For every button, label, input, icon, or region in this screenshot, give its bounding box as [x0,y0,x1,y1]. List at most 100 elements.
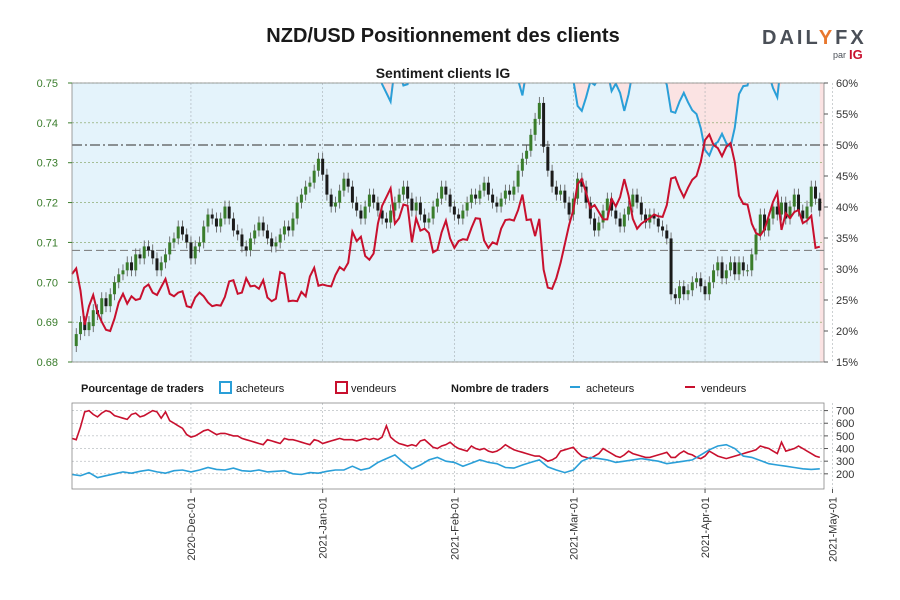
candle-body [261,222,265,231]
candle-body [282,226,286,235]
candle-body [593,218,597,231]
candle-body [414,202,418,211]
candle-body [588,202,592,219]
candle-body [291,218,295,231]
candle-body [754,234,758,255]
candle-body [372,194,376,203]
candle-body [508,190,512,195]
candle-body [308,182,312,187]
candle-body [172,238,176,243]
logo-text-fx: FX [835,27,867,49]
candle-body [367,194,371,207]
candle-body [567,202,571,215]
candle-body [767,218,771,231]
candle-body [104,298,108,307]
candle-body [91,310,95,327]
candle-body [750,254,754,271]
candle-body [771,206,775,219]
candle-body [159,262,163,271]
price-tick-label: 0.70 [37,277,58,289]
candle-body [316,158,320,171]
pct-tick-label: 35% [836,233,858,245]
dailyfx-logo: DAILYFX par IG [762,27,867,62]
buyers-count-line [71,443,820,479]
candle-body [163,254,167,263]
candle-body [299,194,303,203]
candle-body [597,222,601,231]
candle-body [529,134,533,151]
candle-body [788,206,792,219]
candle-body [176,226,180,239]
candle-body [248,238,252,251]
candle-body [342,178,346,191]
candle-body [100,298,104,315]
candle-body [533,118,537,135]
candle-body [695,278,699,283]
count-tick-label: 500 [836,431,854,443]
date-tick-label: 2021-Apr-01 [700,497,712,558]
price-tick-label: 0.73 [37,158,58,170]
candle-body [151,250,155,259]
candle-body [690,282,694,291]
candle-body [418,202,422,215]
candle-body [393,202,397,211]
logo-text-ig: IG [849,47,863,62]
buyers-pct-line [380,83,780,158]
candle-body [431,206,435,219]
pct-tick-label: 40% [836,202,858,214]
candle-body [729,262,733,271]
percent-axis: 15% 20% 25% 30% 35% 40% 45% 50% 55% 60% [824,78,858,369]
candle-body [741,262,745,271]
candle-body [550,170,554,187]
candle-body [482,182,486,191]
legend-count-buyers-label: acheteurs [586,383,635,395]
candle-body [652,214,656,219]
candle-body [716,262,720,271]
candle-body [699,278,703,287]
candle-body [525,150,529,159]
candle-body [197,242,201,247]
price-axis: 0.68 0.69 0.70 0.71 0.72 0.73 0.74 0.75 [37,78,72,369]
candle-body [559,190,563,195]
candle-body [278,234,282,243]
candle-body [720,262,724,279]
candle-body [185,234,189,243]
candle-body [304,186,308,195]
candle-body [495,202,499,207]
date-tick-label: 2021-Mar-01 [568,497,580,560]
candle-body [520,158,524,171]
count-tick-label: 300 [836,456,854,468]
candle-body [542,102,546,147]
candle-body [546,146,550,171]
candle-body [355,202,359,211]
candle-body [329,194,333,207]
candle-body [465,202,469,211]
candle-body [474,194,478,199]
candle-body [763,214,767,231]
candle-body [168,242,172,255]
candle-body [580,178,584,187]
candle-body [707,282,711,295]
candle-body [784,202,788,219]
svg-text:DAILYFX: DAILYFX [762,27,867,49]
candle-body [125,262,129,271]
candle-body [384,218,388,223]
price-tick-label: 0.75 [37,78,58,90]
candle-body [240,234,244,247]
candle-body [503,190,507,199]
chart-title: NZD/USD Positionnement des clients [266,25,619,47]
candle-body [792,194,796,207]
pct-tick-label: 60% [836,78,858,90]
candle-body [359,210,363,219]
logo-text-y: Y [819,27,835,49]
candle-body [639,202,643,215]
candle-body [631,194,635,207]
top-panel-border [71,82,825,363]
candle-body [712,270,716,283]
pct-tick-label: 25% [836,295,858,307]
candle-body [724,270,728,279]
price-tick-label: 0.72 [37,198,58,210]
candle-body [189,242,193,259]
